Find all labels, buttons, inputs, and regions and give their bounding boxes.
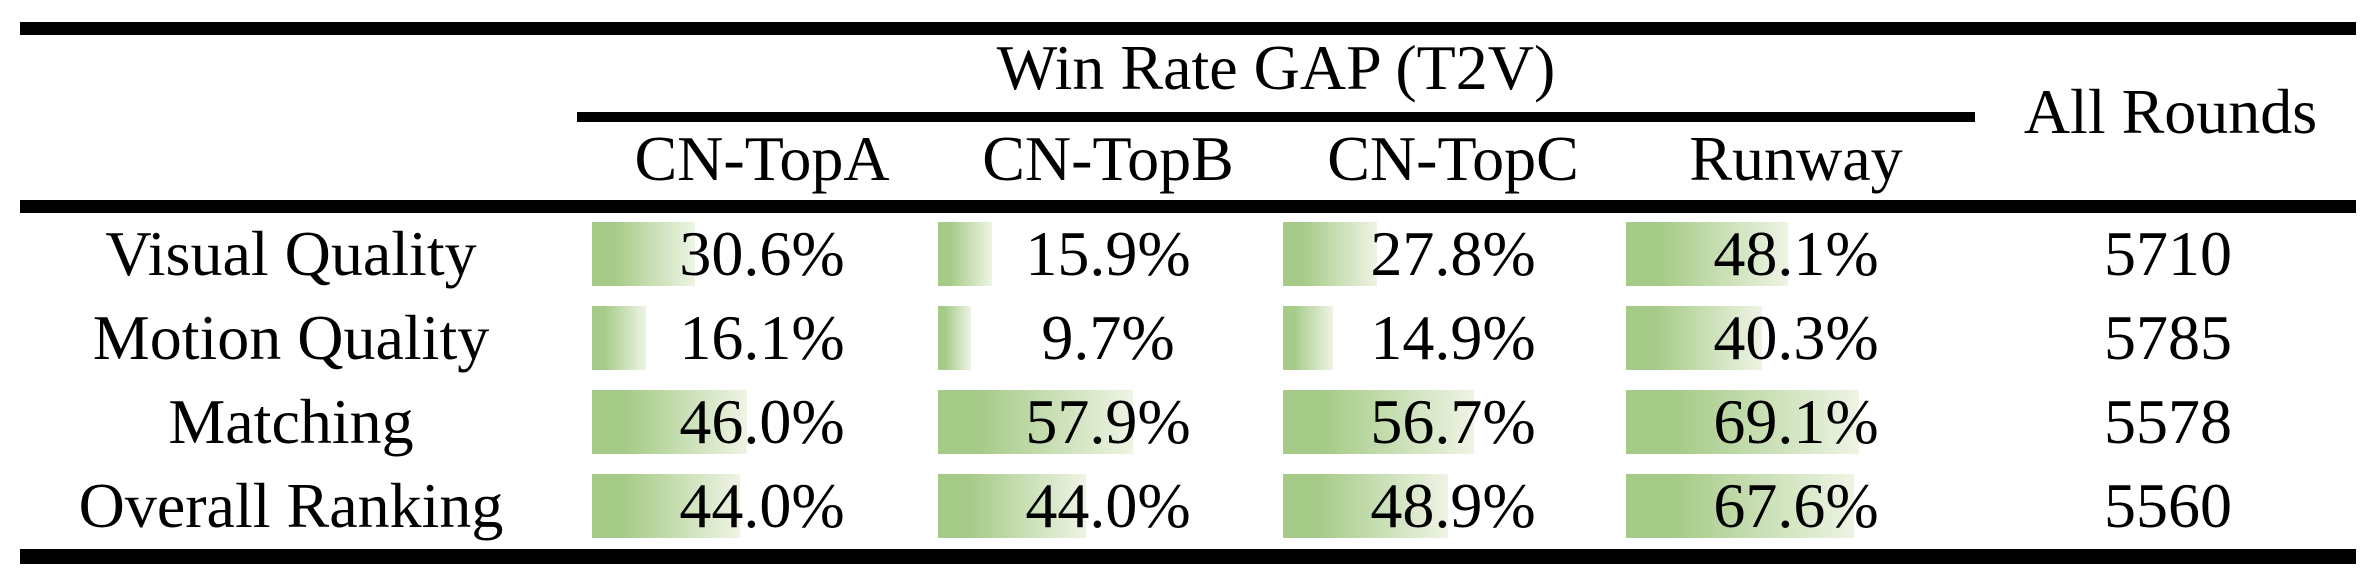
win-rate-bar <box>592 222 696 286</box>
win-rate-bar <box>938 390 1134 454</box>
all-rounds-value: 5710 <box>2104 218 2232 289</box>
win-rate-value: 15.9% <box>1025 218 1191 289</box>
win-rate-value: 14.9% <box>1370 302 1536 373</box>
win-rate-bar <box>1626 222 1789 286</box>
data-cell: 30.6% <box>592 212 932 296</box>
win-rate-value: 44.0% <box>1025 470 1191 541</box>
data-cell: 40.3% <box>1626 296 1966 380</box>
data-cell: 44.0% <box>938 464 1278 548</box>
win-rate-value: 48.9% <box>1370 470 1536 541</box>
data-cell: 14.9% <box>1283 296 1623 380</box>
win-rate-value: 69.1% <box>1713 386 1879 457</box>
table-row: Matching 46.0% 57.9% 56.7% 69.1% 5578 <box>0 380 2376 464</box>
win-rate-value: 27.8% <box>1370 218 1536 289</box>
all-rounds-column-header: All Rounds <box>2023 76 2318 147</box>
win-rate-bar <box>938 306 971 370</box>
win-rate-value: 16.1% <box>679 302 845 373</box>
table-row: Overall Ranking 44.0% 44.0% 48.9% 67.6% … <box>0 464 2376 548</box>
column-header-cn-topc: CN-TopC <box>1327 123 1579 194</box>
row-label: Overall Ranking <box>78 470 504 541</box>
win-rate-bar <box>1283 474 1448 538</box>
win-rate-bar <box>1626 474 1854 538</box>
win-rate-bar <box>1283 390 1475 454</box>
table-row: Motion Quality 16.1% 9.7% 14.9% 40.3% 57… <box>0 296 2376 380</box>
data-cell: 44.0% <box>592 464 932 548</box>
all-rounds-cell: 5560 <box>1998 464 2343 548</box>
win-rate-value: 48.1% <box>1713 218 1879 289</box>
win-rate-value: 30.6% <box>679 218 845 289</box>
data-cell: 16.1% <box>592 296 932 380</box>
win-rate-value: 9.7% <box>1041 302 1175 373</box>
data-cell: 69.1% <box>1626 380 1966 464</box>
win-rate-bar <box>938 222 992 286</box>
row-label: Visual Quality <box>105 218 477 289</box>
all-rounds-cell: 5785 <box>1998 296 2343 380</box>
all-rounds-cell: 5578 <box>1998 380 2343 464</box>
table-body: Visual Quality 30.6% 15.9% 27.8% 48.1% 5… <box>0 212 2376 548</box>
data-cell: 67.6% <box>1626 464 1966 548</box>
win-rate-value: 44.0% <box>679 470 845 541</box>
data-cell: 48.9% <box>1283 464 1623 548</box>
column-header-runway: Runway <box>1689 123 1903 194</box>
table-bottom-rule <box>20 549 2356 564</box>
column-header-cn-topb: CN-TopB <box>982 123 1234 194</box>
table-row: Visual Quality 30.6% 15.9% 27.8% 48.1% 5… <box>0 212 2376 296</box>
data-cell: 57.9% <box>938 380 1278 464</box>
win-rate-value: 57.9% <box>1025 386 1191 457</box>
table-top-rule <box>20 22 2356 35</box>
win-rate-value: 67.6% <box>1713 470 1879 541</box>
data-cell: 46.0% <box>592 380 932 464</box>
data-cell: 9.7% <box>938 296 1278 380</box>
column-header-row: CN-TopA CN-TopB CN-TopC Runway <box>0 120 2376 198</box>
win-rate-bar <box>938 474 1087 538</box>
data-cell: 56.7% <box>1283 380 1623 464</box>
data-cell: 27.8% <box>1283 212 1623 296</box>
win-rate-value: 40.3% <box>1713 302 1879 373</box>
group-header-underline-rule <box>577 112 1975 122</box>
all-rounds-value: 5785 <box>2104 302 2232 373</box>
win-rate-bar <box>592 390 748 454</box>
win-rate-value: 46.0% <box>679 386 845 457</box>
row-label: Motion Quality <box>92 302 490 373</box>
row-label: Matching <box>168 386 414 457</box>
win-rate-bar <box>1283 306 1334 370</box>
all-rounds-cell: 5710 <box>1998 212 2343 296</box>
win-rate-value: 56.7% <box>1370 386 1536 457</box>
win-rate-bar <box>1626 390 1859 454</box>
data-cell: 48.1% <box>1626 212 1966 296</box>
column-header-cn-topa: CN-TopA <box>634 123 890 194</box>
win-rate-bar <box>1626 306 1762 370</box>
win-rate-bar <box>592 474 741 538</box>
data-cell: 15.9% <box>938 212 1278 296</box>
win-rate-bar <box>592 306 647 370</box>
win-rate-bar <box>1283 222 1377 286</box>
all-rounds-value: 5578 <box>2104 386 2232 457</box>
group-header-title: Win Rate GAP (T2V) <box>996 32 1556 103</box>
all-rounds-value: 5560 <box>2104 470 2232 541</box>
header-body-rule <box>20 200 2356 213</box>
